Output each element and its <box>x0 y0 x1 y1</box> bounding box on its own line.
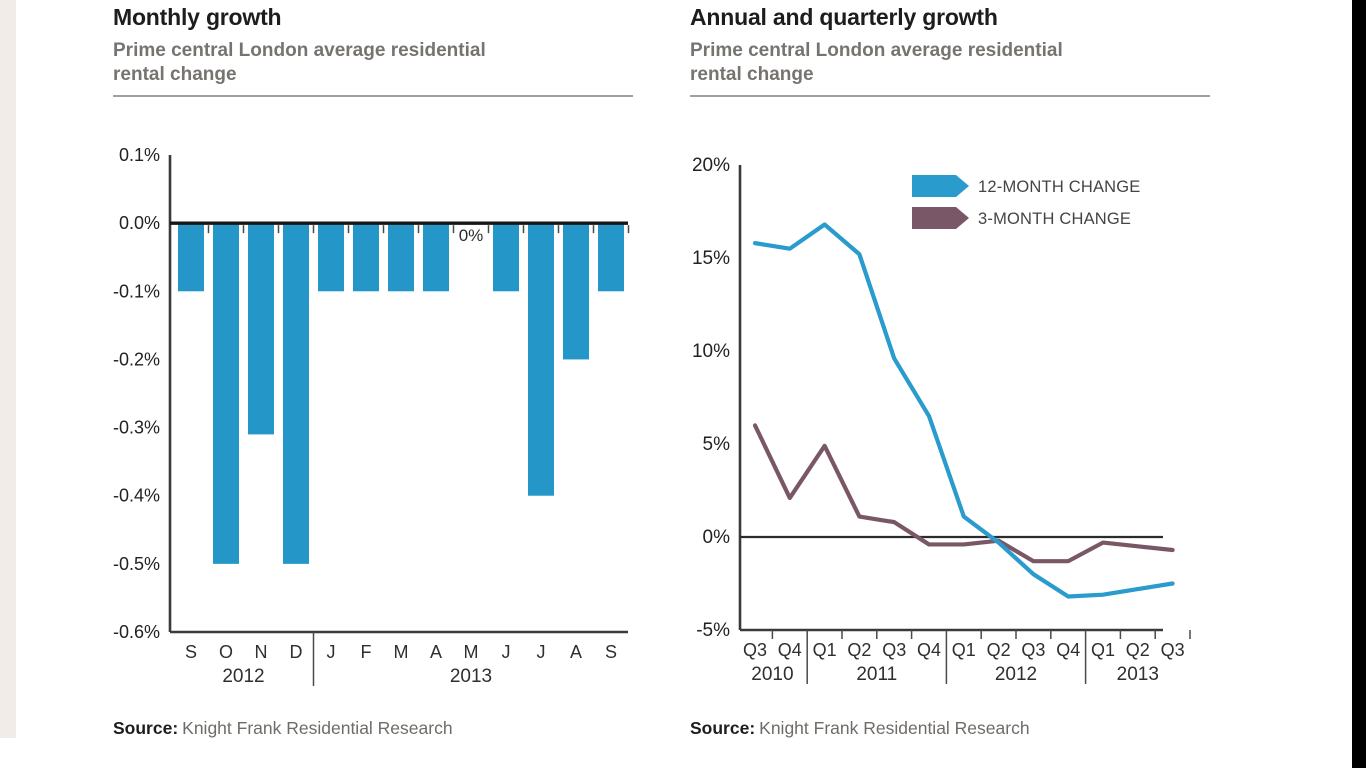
annual-quarterly-line-chart: 20% 15% 10% 5% 0% -5% Q3 Q4 Q1 Q2 Q3 Q4 Q1 Q2 Q3 Q4 Q1 Q2… <box>692 155 1191 685</box>
x-tick-label: Q3 <box>882 640 906 660</box>
x-tick-label: S <box>605 642 617 662</box>
panel-monthly-growth: Monthly growth Prime central London aver… <box>113 0 673 87</box>
series-line-3-month-change <box>752 423 1175 564</box>
source-line: Source: Knight Frank Residential Research <box>690 718 1030 739</box>
bar-j-10 <box>528 223 554 496</box>
chart-subtitle-line1: Prime central London average residential <box>113 40 486 61</box>
x-tick-label: Q2 <box>1126 640 1150 660</box>
screen-right-black-strip <box>1352 0 1366 768</box>
panel-annual-quarterly-growth: Annual and quarterly growth Prime centra… <box>690 0 1250 87</box>
bar-s-0 <box>178 223 204 292</box>
title-rule <box>113 95 633 97</box>
x-tick-label: Q4 <box>917 640 941 660</box>
x-tick-label: M <box>394 642 409 662</box>
x-tick-label: Q3 <box>743 640 767 660</box>
x-tick-label: Q4 <box>1056 640 1080 660</box>
x-tick-label: Q1 <box>952 640 976 660</box>
bar-d-3 <box>283 223 309 564</box>
x-tick-label: Q4 <box>778 640 802 660</box>
x-tick-label: F <box>361 642 372 662</box>
x-tick-label: M <box>464 642 479 662</box>
x-tick-label: D <box>290 642 303 662</box>
x-tick-label: J <box>327 642 336 662</box>
y-tick-label: 5% <box>703 434 731 455</box>
bar-a-11 <box>563 223 589 360</box>
y-tick-label: 0.0% <box>119 213 160 233</box>
y-tick-label: -0.4% <box>113 486 160 506</box>
y-tick-label: 0% <box>703 527 731 548</box>
year-label: 2012 <box>995 664 1037 685</box>
source-label: Source: <box>690 718 756 738</box>
x-tick-label: Q1 <box>813 640 837 660</box>
chart-subtitle-annual: Prime central London average residential… <box>690 39 1250 87</box>
bar-j-9 <box>493 223 519 292</box>
monthly-growth-bar-chart: 0.1% 0.0% -0.1% -0.2% -0.3% -0.4% -0.5% -0.6% 0%… <box>113 145 630 687</box>
x-tick-label: Q3 <box>1161 640 1185 660</box>
y-tick-label: -0.2% <box>113 349 160 369</box>
page-left-margin-strip <box>0 0 16 738</box>
y-tick-label: 15% <box>692 248 730 269</box>
year-label: 2010 <box>751 664 793 685</box>
year-label: 2013 <box>450 666 492 687</box>
year-label: 2012 <box>222 666 264 687</box>
bar-f-5 <box>353 223 379 292</box>
chart-subtitle-line2: rental change <box>690 64 814 85</box>
legend-label: 12-MONTH CHANGE <box>978 178 1141 196</box>
y-tick-label: 10% <box>692 341 730 362</box>
chart-subtitle-line2: rental change <box>113 64 237 85</box>
legend-swatch-icon <box>912 207 969 229</box>
source-text: Knight Frank Residential Research <box>182 718 453 738</box>
bar-o-1 <box>213 223 239 564</box>
bar-a-7 <box>423 223 449 292</box>
chart-subtitle-line1: Prime central London average residential <box>690 40 1063 61</box>
x-tick-label: J <box>537 642 546 662</box>
x-tick-label: S <box>185 642 197 662</box>
legend-swatch-icon <box>912 175 969 197</box>
source-label: Source: <box>113 718 179 738</box>
x-tick-label: J <box>502 642 511 662</box>
x-tick-label: Q3 <box>1021 640 1045 660</box>
legend-label: 3-MONTH CHANGE <box>978 210 1131 228</box>
x-tick-label: Q1 <box>1091 640 1115 660</box>
y-tick-label: -0.5% <box>113 554 160 574</box>
bar-j-4 <box>318 223 344 292</box>
bar-s-12 <box>598 223 624 292</box>
bar-m-6 <box>388 223 414 292</box>
y-tick-label: -0.6% <box>113 622 160 642</box>
x-tick-label: O <box>219 642 233 662</box>
x-tick-label: A <box>570 642 582 662</box>
bar-n-2 <box>248 223 274 435</box>
x-tick-label: A <box>430 642 442 662</box>
title-rule <box>690 95 1210 97</box>
y-tick-label: 20% <box>692 155 730 176</box>
y-tick-label: -0.1% <box>113 281 160 301</box>
x-tick-label: Q2 <box>847 640 871 660</box>
y-tick-label: -0.3% <box>113 418 160 438</box>
chart-title-monthly: Monthly growth <box>113 4 282 30</box>
x-tick-label: N <box>255 642 268 662</box>
source-text: Knight Frank Residential Research <box>759 718 1030 738</box>
x-tick-label: Q2 <box>987 640 1011 660</box>
y-tick-label: -5% <box>696 620 730 641</box>
y-tick-label: 0.1% <box>119 145 160 165</box>
year-label: 2013 <box>1117 664 1159 685</box>
year-label: 2011 <box>856 664 897 685</box>
source-line: Source: Knight Frank Residential Research <box>113 718 453 739</box>
zero-annotation: 0% <box>459 226 484 245</box>
chart-subtitle-monthly: Prime central London average residential… <box>113 39 673 87</box>
chart-title-annual: Annual and quarterly growth <box>690 4 998 30</box>
series-line-12-month-change <box>752 222 1175 599</box>
